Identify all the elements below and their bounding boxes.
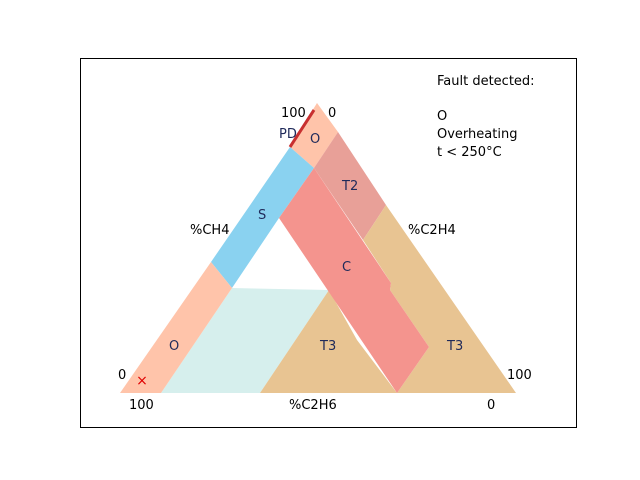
region-label-t3-right: T3 bbox=[446, 339, 463, 354]
region-label-t3-middle: T3 bbox=[319, 339, 336, 354]
region-t3-right bbox=[363, 205, 516, 393]
sample-point-marker: × bbox=[136, 373, 148, 389]
region-label-o-bottom: O bbox=[169, 339, 179, 354]
region-labels: PD O T2 S C O T3 T3 bbox=[169, 127, 463, 354]
region-pd bbox=[288, 109, 316, 148]
region-t2 bbox=[314, 132, 386, 240]
fault-description: Overheating bbox=[437, 127, 517, 142]
axis-label-right: %C2H4 bbox=[408, 223, 456, 238]
region-c bbox=[279, 168, 429, 393]
region-label-o-top: O bbox=[310, 132, 320, 147]
region-label-t2: T2 bbox=[341, 179, 358, 194]
tick-top-left: 100 bbox=[281, 106, 306, 121]
plot-frame bbox=[80, 58, 577, 428]
region-label-s: S bbox=[258, 208, 266, 223]
region-nd bbox=[161, 288, 329, 393]
region-t3-middle bbox=[260, 290, 397, 393]
fault-condition: t < 250°C bbox=[437, 145, 502, 160]
axis-label-left: %CH4 bbox=[190, 223, 229, 238]
tick-bottom-left: 100 bbox=[129, 398, 154, 413]
region-label-c: C bbox=[342, 260, 351, 275]
regions bbox=[120, 103, 516, 393]
fault-info: Fault detected: O Overheating t < 250°C bbox=[437, 74, 535, 160]
tick-right-bottom: 100 bbox=[507, 368, 532, 383]
region-o-top bbox=[290, 103, 338, 168]
tick-bottom-right: 0 bbox=[487, 398, 495, 413]
region-o-bottom bbox=[120, 262, 232, 393]
region-label-pd: PD bbox=[279, 127, 297, 142]
region-s bbox=[211, 147, 314, 288]
fault-code: O bbox=[437, 109, 447, 124]
fault-heading: Fault detected: bbox=[437, 74, 535, 89]
axis-label-bottom: %C2H6 bbox=[289, 398, 337, 413]
tick-top-right: 0 bbox=[328, 106, 336, 121]
tick-left-bottom: 0 bbox=[118, 368, 126, 383]
